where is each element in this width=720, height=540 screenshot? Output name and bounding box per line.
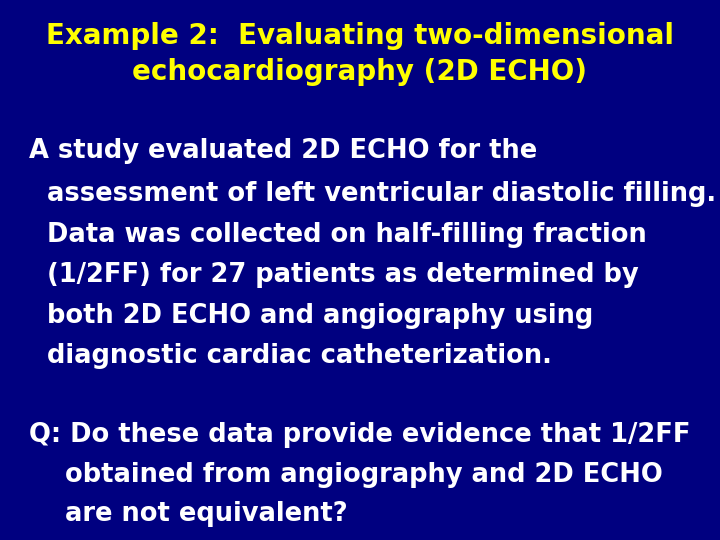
Text: Data was collected on half-filling fraction: Data was collected on half-filling fract… bbox=[29, 222, 647, 248]
Text: Example 2:  Evaluating two-dimensional
echocardiography (2D ECHO): Example 2: Evaluating two-dimensional ec… bbox=[46, 22, 674, 86]
Text: assessment of left ventricular diastolic filling.: assessment of left ventricular diastolic… bbox=[29, 181, 716, 207]
Text: both 2D ECHO and angiography using: both 2D ECHO and angiography using bbox=[29, 303, 593, 329]
Text: Q: Do these data provide evidence that 1/2FF: Q: Do these data provide evidence that 1… bbox=[29, 422, 690, 448]
Text: diagnostic cardiac catheterization.: diagnostic cardiac catheterization. bbox=[29, 343, 552, 369]
Text: are not equivalent?: are not equivalent? bbox=[29, 501, 348, 527]
Text: obtained from angiography and 2D ECHO: obtained from angiography and 2D ECHO bbox=[29, 462, 662, 488]
Text: A study evaluated 2D ECHO for the: A study evaluated 2D ECHO for the bbox=[29, 138, 537, 164]
Text: (1/2FF) for 27 patients as determined by: (1/2FF) for 27 patients as determined by bbox=[29, 262, 639, 288]
